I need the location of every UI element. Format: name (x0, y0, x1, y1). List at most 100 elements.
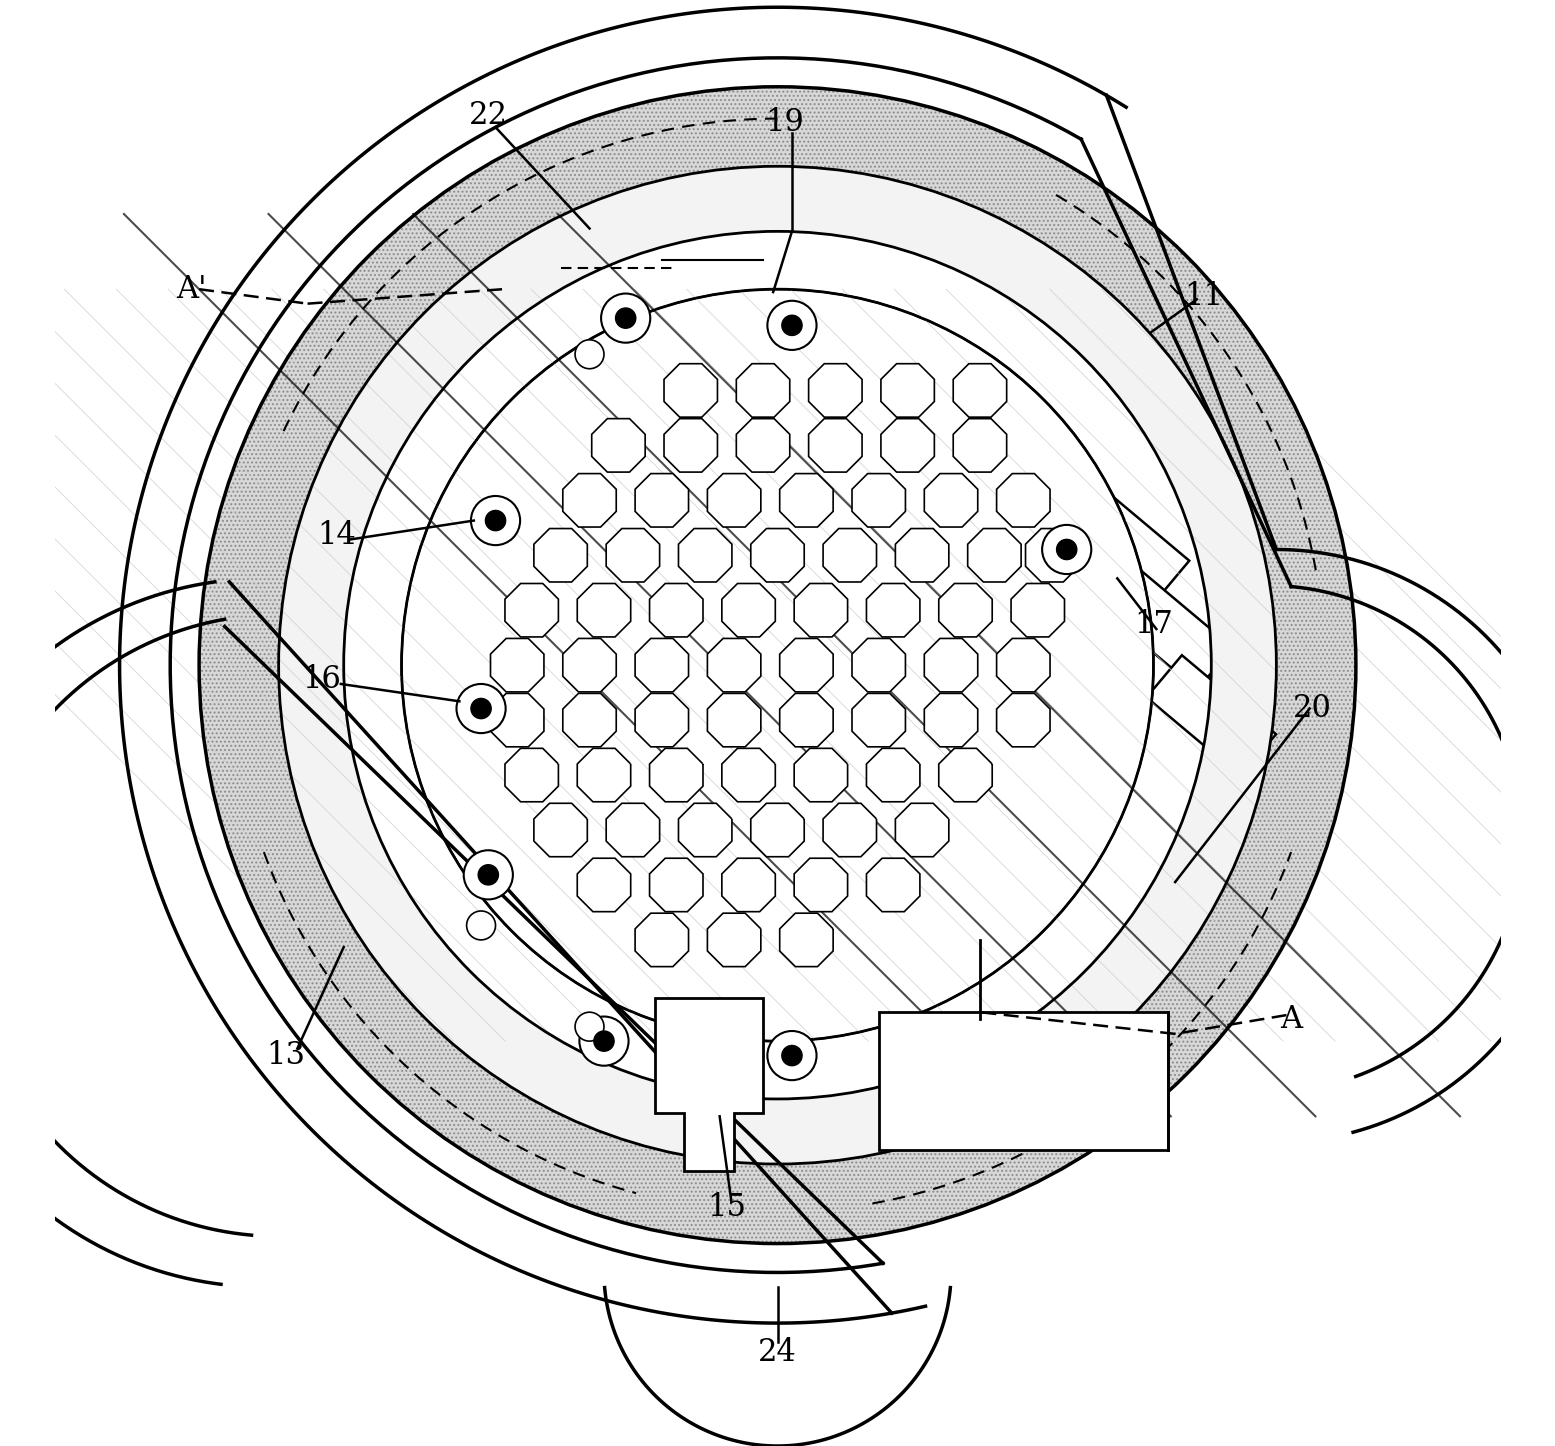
Polygon shape (779, 639, 833, 691)
Circle shape (457, 684, 505, 733)
Polygon shape (505, 749, 558, 801)
Polygon shape (737, 419, 790, 471)
Polygon shape (650, 859, 703, 911)
Polygon shape (924, 639, 978, 691)
Text: 13: 13 (266, 1040, 305, 1071)
Polygon shape (924, 474, 978, 526)
Polygon shape (823, 529, 877, 581)
Polygon shape (655, 998, 764, 1171)
Polygon shape (852, 639, 905, 691)
Polygon shape (896, 529, 949, 581)
Text: 20: 20 (1294, 693, 1333, 724)
Bar (1146, 655, 1277, 777)
Polygon shape (650, 584, 703, 636)
Polygon shape (634, 639, 689, 691)
Circle shape (485, 510, 505, 531)
Text: 15: 15 (708, 1192, 746, 1223)
Polygon shape (533, 529, 588, 581)
Circle shape (471, 698, 491, 719)
Polygon shape (664, 419, 717, 471)
Polygon shape (606, 804, 659, 856)
Text: 19: 19 (765, 107, 804, 139)
Polygon shape (751, 529, 804, 581)
Polygon shape (592, 419, 645, 471)
Circle shape (575, 1012, 603, 1041)
Polygon shape (823, 804, 877, 856)
Polygon shape (939, 584, 992, 636)
Circle shape (463, 850, 513, 899)
Circle shape (594, 1031, 614, 1051)
Polygon shape (795, 584, 847, 636)
Circle shape (908, 1041, 936, 1070)
Polygon shape (795, 749, 847, 801)
Polygon shape (967, 529, 1022, 581)
Polygon shape (708, 474, 760, 526)
Text: A': A' (177, 273, 207, 305)
Text: 24: 24 (759, 1336, 796, 1368)
Polygon shape (997, 639, 1050, 691)
Text: 17: 17 (1134, 609, 1172, 641)
Polygon shape (722, 584, 776, 636)
Circle shape (580, 1017, 628, 1066)
Circle shape (401, 289, 1154, 1041)
Circle shape (1056, 539, 1076, 560)
Polygon shape (751, 804, 804, 856)
Polygon shape (708, 694, 760, 746)
Polygon shape (577, 584, 631, 636)
Polygon shape (882, 419, 935, 471)
Polygon shape (708, 914, 760, 966)
Polygon shape (779, 474, 833, 526)
Polygon shape (1025, 529, 1079, 581)
Bar (1061, 482, 1190, 603)
Circle shape (767, 301, 816, 350)
Polygon shape (563, 474, 616, 526)
Polygon shape (650, 749, 703, 801)
Polygon shape (852, 474, 905, 526)
Wedge shape (278, 166, 1277, 1164)
Circle shape (466, 911, 496, 940)
Circle shape (782, 1045, 802, 1066)
Polygon shape (852, 694, 905, 746)
Polygon shape (882, 364, 935, 416)
Polygon shape (997, 694, 1050, 746)
Polygon shape (678, 804, 732, 856)
Circle shape (767, 1031, 816, 1080)
Polygon shape (896, 804, 949, 856)
Circle shape (1042, 525, 1092, 574)
Circle shape (602, 294, 650, 343)
Polygon shape (563, 694, 616, 746)
Polygon shape (664, 364, 717, 416)
Polygon shape (634, 474, 689, 526)
Polygon shape (939, 749, 992, 801)
Polygon shape (809, 364, 861, 416)
Polygon shape (722, 859, 776, 911)
Polygon shape (722, 749, 776, 801)
Polygon shape (606, 529, 659, 581)
Text: 22: 22 (468, 100, 508, 132)
Circle shape (782, 315, 802, 335)
Polygon shape (953, 419, 1006, 471)
Polygon shape (866, 859, 921, 911)
Polygon shape (533, 804, 588, 856)
Polygon shape (809, 419, 861, 471)
Polygon shape (563, 639, 616, 691)
Polygon shape (997, 474, 1050, 526)
Polygon shape (634, 914, 689, 966)
Polygon shape (879, 1012, 1168, 1150)
Circle shape (479, 865, 499, 885)
Polygon shape (866, 749, 921, 801)
Text: 14: 14 (317, 519, 356, 551)
Polygon shape (866, 584, 921, 636)
Polygon shape (678, 529, 732, 581)
Polygon shape (634, 694, 689, 746)
Polygon shape (505, 584, 558, 636)
Polygon shape (737, 364, 790, 416)
Wedge shape (199, 87, 1356, 1244)
Text: A: A (1280, 1004, 1302, 1035)
Circle shape (616, 308, 636, 328)
Wedge shape (278, 166, 1277, 1164)
Polygon shape (924, 694, 978, 746)
Polygon shape (953, 364, 1006, 416)
Polygon shape (490, 639, 544, 691)
Circle shape (575, 340, 603, 369)
